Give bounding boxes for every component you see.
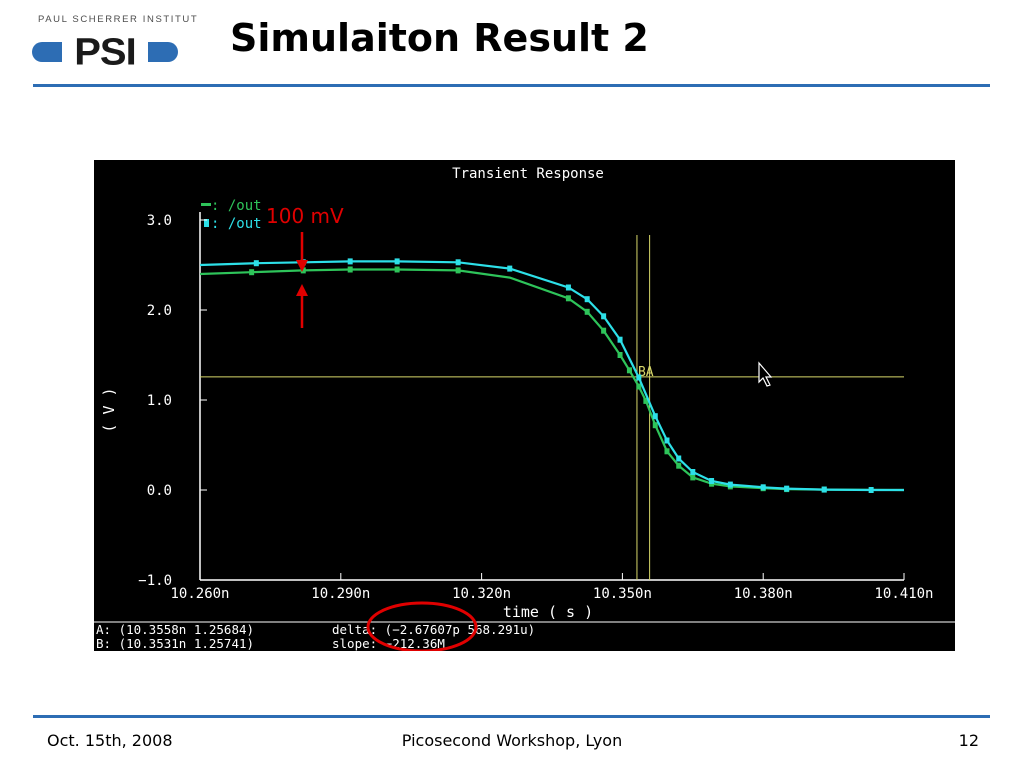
series-point	[784, 485, 790, 492]
series-point	[652, 422, 658, 429]
series-point	[394, 258, 400, 265]
series-point	[601, 313, 607, 320]
series-point	[617, 352, 623, 358]
y-tick-label: 2.0	[147, 303, 172, 319]
series-point	[690, 469, 696, 475]
x-tick-label: 10.260n	[170, 586, 229, 602]
series-point	[709, 478, 715, 484]
annotation-arrows	[296, 232, 308, 328]
footer-rule	[33, 715, 990, 718]
logo-mark: PSI	[62, 32, 148, 72]
chart-title: Transient Response	[452, 166, 604, 182]
series-point	[584, 308, 590, 315]
x-tick-label: 10.380n	[734, 586, 793, 602]
series-point	[636, 383, 642, 390]
series-point	[300, 267, 306, 274]
page-title: Simulaiton Result 2	[230, 16, 649, 60]
series-point	[821, 486, 827, 493]
series-point	[455, 259, 461, 266]
readout-slope: slope: −212.36M	[332, 636, 445, 651]
readout-b: B: (10.3531n 1.25741)	[96, 636, 254, 651]
y-tick-label: 0.0	[147, 483, 172, 499]
footer-event: Picosecond Workshop, Lyon	[401, 731, 623, 750]
series-point	[727, 481, 733, 488]
series-point	[507, 265, 513, 272]
y-ticks: −1.0 0.0 1.0 2.0 3.0	[138, 213, 207, 589]
footer-date: Oct. 15th, 2008	[47, 731, 173, 750]
series-point	[584, 296, 590, 303]
series-point	[249, 269, 255, 276]
series-point	[690, 474, 696, 481]
series-point	[565, 284, 571, 291]
annotation-label: 100 mV	[266, 204, 344, 228]
psi-logo: PAUL SCHERRER INSTITUT PSI	[30, 14, 197, 76]
x-tick-label: 10.410n	[874, 586, 933, 602]
series-point	[868, 487, 874, 493]
series-point	[617, 336, 623, 343]
series-point	[347, 266, 353, 273]
legend-label-cyan: : /out	[211, 216, 262, 232]
x-tick-label: 10.350n	[593, 586, 652, 602]
series-point	[676, 462, 682, 469]
series-point	[676, 455, 682, 462]
series-line-0	[199, 268, 905, 492]
series-point	[760, 484, 766, 491]
y-tick-label: 3.0	[147, 213, 172, 229]
legend-swatch-green	[201, 203, 211, 206]
y-tick-label: 1.0	[147, 393, 172, 409]
legend-label-green: : /out	[211, 198, 262, 214]
series-point	[455, 267, 461, 274]
series-point	[347, 258, 353, 265]
y-axis-label: ( V )	[100, 387, 118, 432]
x-tick-label: 10.290n	[311, 586, 370, 602]
page-number: 12	[958, 731, 979, 750]
series-point	[664, 437, 670, 444]
series-layer	[199, 258, 905, 493]
x-ticks: 10.260n 10.290n 10.320n 10.350n 10.380n 10.41…	[170, 573, 934, 602]
arrow-down-head	[296, 260, 308, 272]
legend-swatch-cyan	[204, 219, 209, 227]
series-point	[664, 448, 670, 455]
series-point	[626, 367, 632, 374]
y-tick-label: −1.0	[138, 573, 172, 589]
plot-svg: Transient Response : /out : /out −1.0 0.0…	[94, 166, 955, 651]
cursor-markers	[200, 235, 904, 580]
cursor-label: BA	[638, 365, 654, 380]
mouse-pointer-icon	[758, 361, 773, 387]
readout-a: A: (10.3558n 1.25684)	[96, 622, 254, 637]
series-point	[652, 413, 658, 420]
series-point	[643, 397, 649, 404]
header-rule	[33, 84, 990, 87]
series-point	[601, 327, 607, 334]
highlight-circle	[366, 601, 478, 651]
series-point	[636, 374, 642, 381]
readout-delta: delta: (−2.67607p 568.291u)	[332, 622, 535, 637]
transient-response-plot: Transient Response : /out : /out −1.0 0.0…	[94, 160, 955, 651]
series-point	[394, 266, 400, 273]
series-point	[565, 295, 571, 302]
x-axis-label: time ( s )	[503, 603, 593, 621]
institute-name: PAUL SCHERRER INSTITUT	[38, 14, 199, 25]
arrow-up-head	[296, 284, 308, 296]
series-point	[253, 260, 259, 267]
x-tick-label: 10.320n	[452, 586, 511, 602]
